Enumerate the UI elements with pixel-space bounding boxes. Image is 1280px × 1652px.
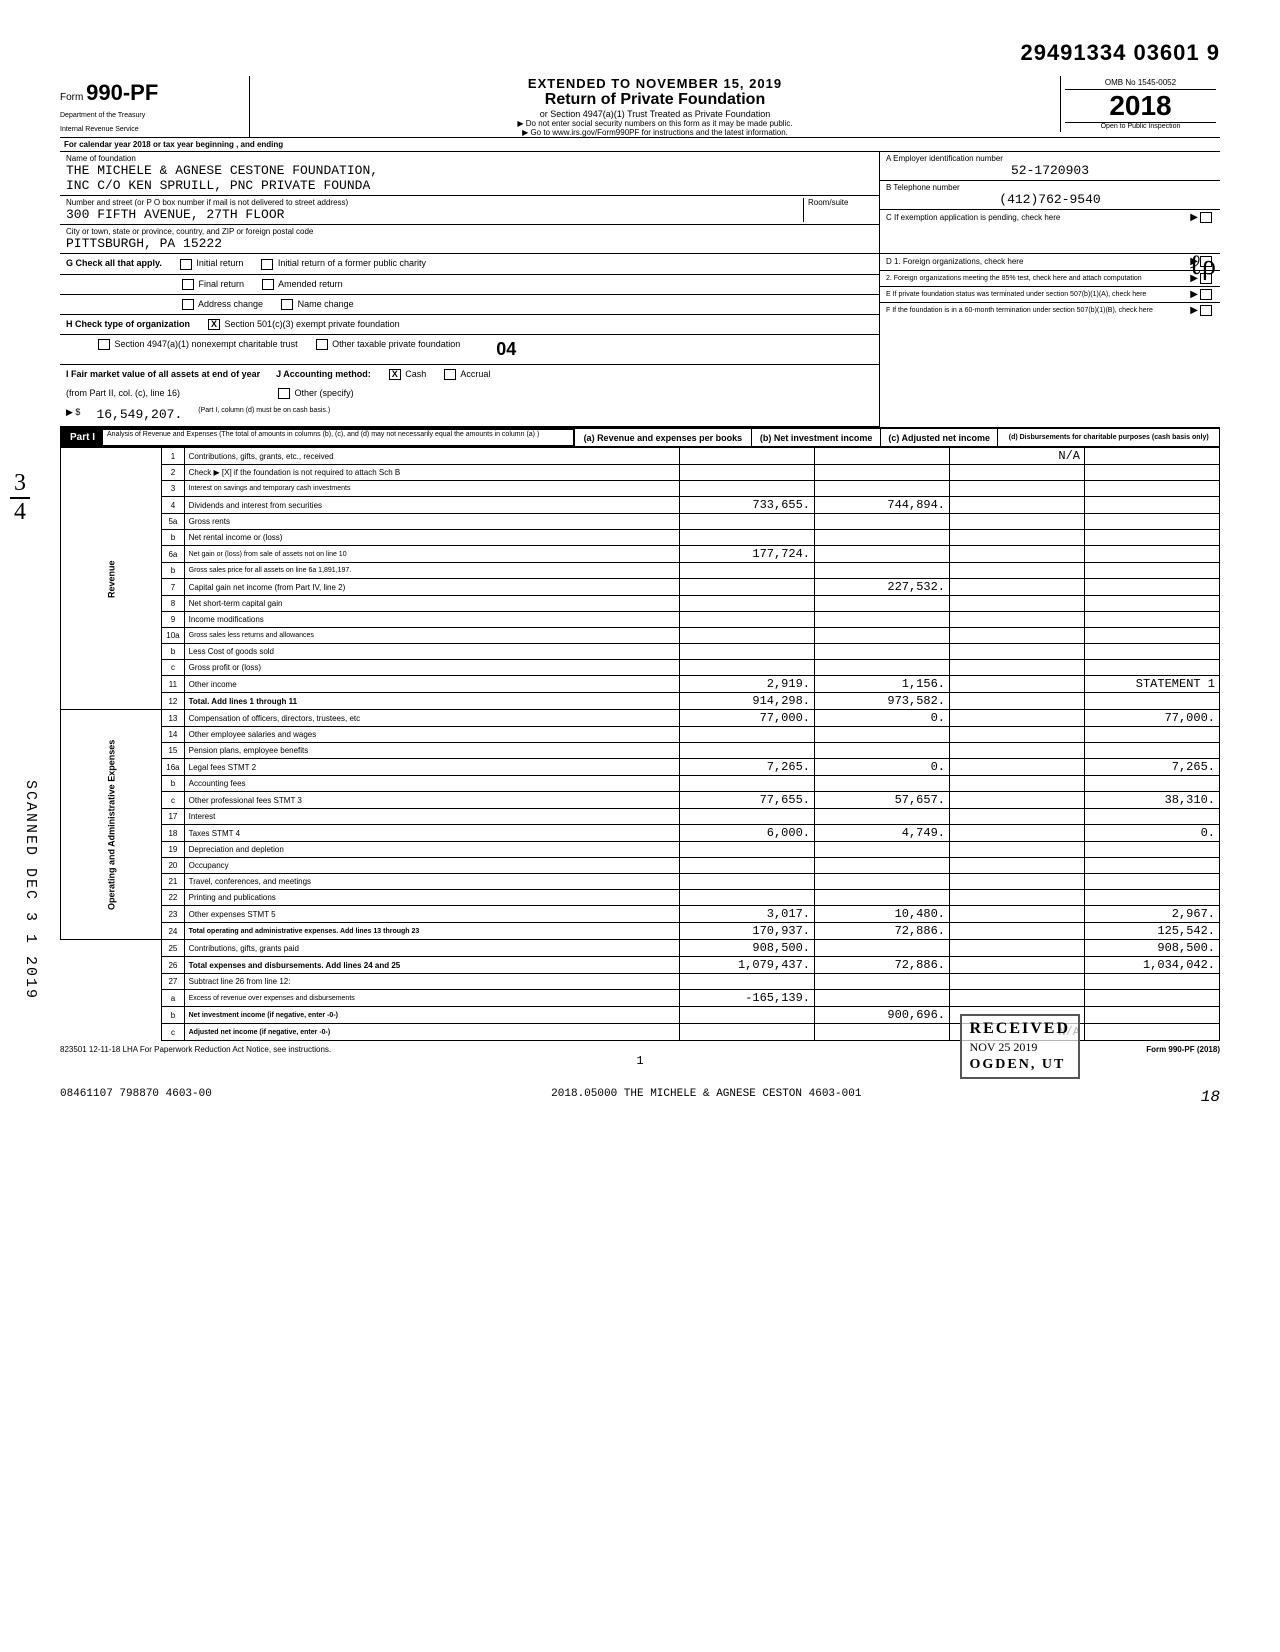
foundation-name: THE MICHELE & AGNESE CESTONE FOUNDATION, [66,163,873,178]
calendar-year-line: For calendar year 2018 or tax year begin… [60,138,1220,152]
fmv-assets: 16,549,207. [96,407,182,422]
footer-codes: 08461107 798870 4603-00 2018.05000 THE M… [60,1088,1220,1106]
received-stamp: RECEIVED NOV 25 2019 OGDEN, UT [960,1014,1080,1079]
city-state-zip: PITTSBURGH, PA 15222 [66,236,873,251]
stamp-mark: 04 [496,339,516,360]
expenses-label: Operating and Administrative Expenses [61,710,162,940]
margin-fraction: 3 4 [10,470,30,526]
scanned-stamp: SCANNED DEC 3 1 2019 [22,780,39,1000]
telephone: (412)762-9540 [886,192,1214,207]
ein: 52-1720903 [886,163,1214,178]
title-column: EXTENDED TO NOVEMBER 15, 2019 Return of … [250,76,1060,137]
form-title: Return of Private Foundation [258,91,1052,109]
document-number: 29491334 03601 9 [60,40,1220,66]
form-number: 990-PF [86,80,158,105]
street-address: 300 FIFTH AVENUE, 27TH FLOOR [66,207,803,222]
revenue-label: Revenue [61,448,162,710]
year-box: OMB No 1545-0052 2018 Open to Public Ins… [1060,76,1220,132]
tax-year: 2018 [1065,90,1216,122]
part-label: Part I [62,430,103,445]
part1-table: Part I Analysis of Revenue and Expenses … [60,428,1220,447]
revenue-table: Revenue 1Contributions, gifts, grants, e… [60,447,1220,1041]
form-id-box: Form 990-PF Department of the Treasury I… [60,76,250,137]
form-header: Form 990-PF Department of the Treasury I… [60,76,1220,138]
exemption-checkbox[interactable] [1200,212,1212,223]
501c3-checkbox[interactable]: X [208,319,220,330]
checks-block: G Check all that apply. Initial return I… [60,254,1220,428]
extension-notice: EXTENDED TO NOVEMBER 15, 2019 [258,76,1052,91]
identity-block: Name of foundation THE MICHELE & AGNESE … [60,152,1220,254]
cash-checkbox[interactable]: X [389,369,401,380]
initials-signature: ℓρ [1189,250,1216,282]
